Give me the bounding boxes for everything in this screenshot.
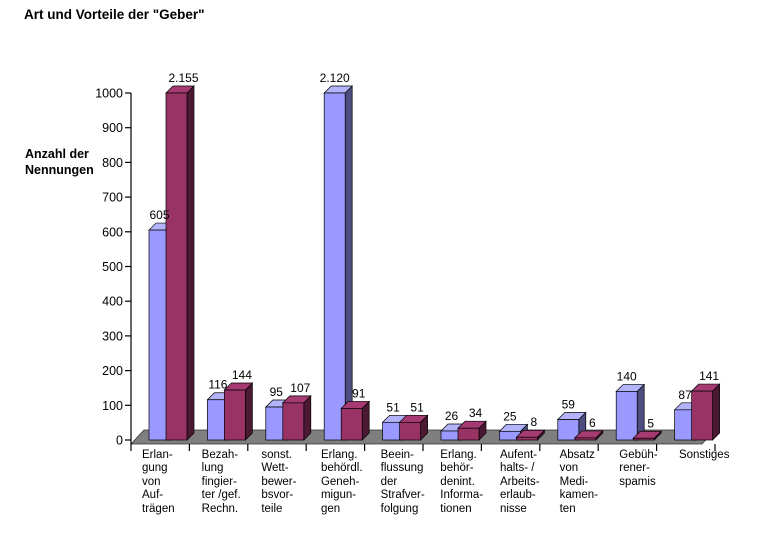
- bar-side-maroon-cat1: [245, 382, 253, 441]
- bar-maroon-cat3: [340, 408, 363, 441]
- y-axis-tick-label: 500: [102, 260, 123, 274]
- bar-value-label: 140: [617, 369, 637, 383]
- bar-maroon-cat1: [224, 389, 246, 441]
- bar-maroon-cat4: [399, 421, 421, 441]
- y-axis-tick-label: 700: [102, 191, 123, 205]
- bar-blue-cat3: [323, 92, 346, 441]
- y-axis-tick-label: 800: [102, 156, 123, 170]
- y-axis-tick-label: 900: [102, 121, 123, 135]
- bar-value-label: 87: [678, 388, 692, 402]
- bar-value-label: 141: [699, 369, 719, 383]
- bar-blue-cat8: [615, 391, 638, 441]
- y-axis-title: Anzahl der Nennungen: [25, 146, 94, 178]
- bar-maroon-cat6: [516, 436, 538, 441]
- bar-maroon-cat8: [632, 437, 655, 441]
- y-axis-tick-label: 1000: [95, 87, 123, 101]
- y-axis-tick-label: 100: [102, 399, 123, 413]
- bar-value-label: 605: [149, 208, 169, 222]
- bar-value-label: 2.120: [320, 71, 350, 85]
- bar-side-maroon-cat9: [712, 383, 720, 441]
- bar-maroon-cat7: [574, 437, 597, 441]
- bar-maroon-cat2: [282, 402, 305, 441]
- bar-value-label: 95: [270, 385, 284, 399]
- bar-value-label: 8: [531, 415, 538, 429]
- y-axis-tick-label: 200: [102, 364, 123, 378]
- bar-value-label: 26: [445, 409, 459, 423]
- bar-value-label: 91: [352, 386, 366, 400]
- y-axis-tick-label: 300: [102, 329, 123, 343]
- bar-value-label: 25: [503, 409, 517, 423]
- bar-value-label: 34: [469, 406, 483, 420]
- chart-title: Art und Vorteile der "Geber": [24, 7, 205, 22]
- bar-value-label: 6: [589, 416, 596, 430]
- bar-maroon-cat9: [691, 390, 713, 441]
- bar-value-label: 116: [208, 378, 227, 392]
- bar-value-label: 5: [647, 416, 654, 430]
- bar-blue-cat7: [557, 419, 580, 441]
- bar-maroon-cat5: [457, 427, 480, 441]
- bar-value-label: 51: [386, 400, 400, 414]
- y-axis-title-line1: Anzahl der: [25, 147, 89, 161]
- bar-value-label: 107: [290, 381, 310, 395]
- bar-value-label: 144: [232, 368, 252, 382]
- bar-value-label: 59: [562, 398, 576, 412]
- bar-maroon-cat0: [165, 92, 188, 441]
- y-axis-tick-label: 0: [116, 434, 123, 448]
- bar-side-maroon-cat2: [303, 395, 312, 441]
- bar-value-label: 51: [410, 400, 424, 414]
- y-axis-title-line2: Nennungen: [25, 163, 94, 177]
- y-axis-tick-label: 400: [102, 295, 123, 309]
- bar-side-maroon-cat0: [186, 85, 195, 441]
- bar-value-label: 2.155: [168, 71, 198, 85]
- y-axis-tick-label: 600: [102, 225, 123, 239]
